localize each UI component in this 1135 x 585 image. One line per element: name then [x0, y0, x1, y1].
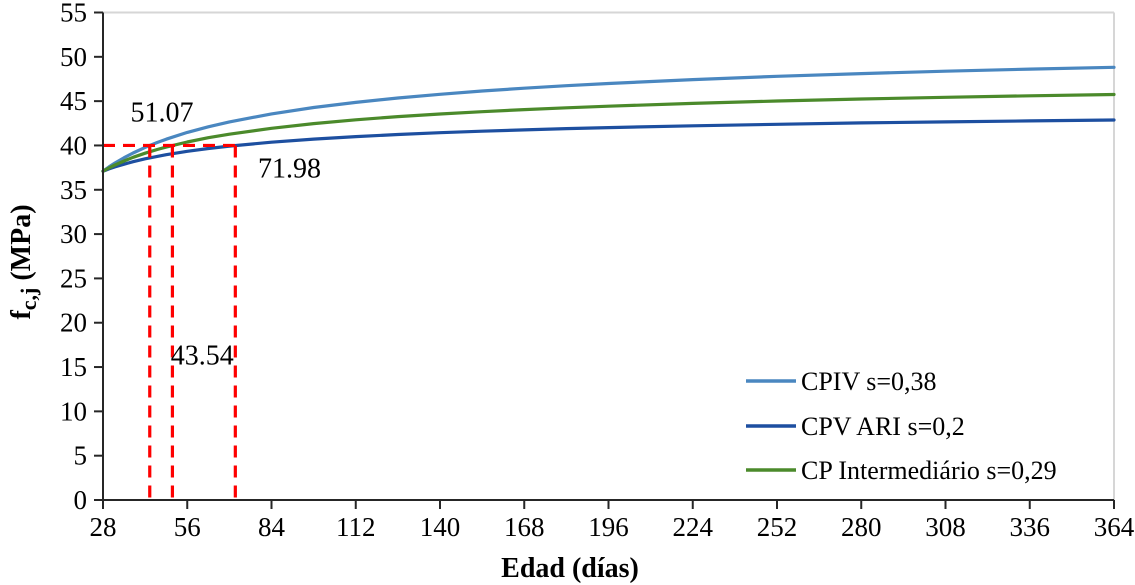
y-tick-label: 50	[60, 42, 87, 72]
series-line-1	[101, 118, 1116, 173]
axes-and-ticks	[94, 11, 1115, 509]
y-tick-label: 45	[60, 86, 87, 116]
guide-lines	[103, 143, 237, 500]
annotation-label-2: 43.54	[171, 341, 234, 372]
x-tick-label: 224	[673, 512, 714, 542]
x-tick-label: 84	[258, 512, 286, 542]
y-tick-label: 30	[60, 219, 87, 249]
x-axis-title: Edad (días)	[501, 553, 639, 584]
x-tick-label: 56	[174, 512, 201, 542]
annotation-label-0: 51.07	[130, 98, 193, 129]
y-axis-title: fc,j (MPa)	[6, 204, 41, 319]
y-tick-label: 25	[60, 263, 87, 293]
annotations: 51.07 71.98 43.54	[130, 98, 321, 372]
y-tick-label: 55	[60, 0, 87, 28]
x-tick-label: 196	[588, 512, 629, 542]
x-tick-label: 308	[925, 512, 966, 542]
x-tick-label: 112	[336, 512, 376, 542]
y-tick-label: 5	[74, 441, 88, 471]
x-tick-label: 336	[1010, 512, 1051, 542]
legend: CPIV s=0,38 CPV ARI s=0,2 CP Intermediário…	[746, 367, 1057, 485]
legend-label-0: CPIV s=0,38	[801, 367, 937, 396]
series-line-0	[101, 65, 1116, 173]
y-tick-label: 10	[60, 396, 87, 426]
x-tick-label: 168	[504, 512, 545, 542]
axis-labels: 0 5 10 15 20 25 30 35 40 45 50 55 28 56 84 112 140 168 196…	[6, 0, 1135, 584]
y-tick-label: 40	[60, 130, 87, 160]
series-lines	[101, 65, 1116, 173]
legend-label-2: CP Intermediário s=0,29	[801, 456, 1057, 485]
x-tick-label: 140	[420, 512, 461, 542]
x-tick-label: 364	[1094, 512, 1135, 542]
annotation-label-1: 71.98	[258, 154, 321, 185]
x-tick-label: 280	[841, 512, 882, 542]
series-line-2	[101, 92, 1116, 173]
legend-label-1: CPV ARI s=0,2	[801, 412, 965, 441]
y-tick-label: 20	[60, 308, 87, 338]
x-tick-label: 252	[757, 512, 798, 542]
x-tick-label: 28	[90, 512, 117, 542]
y-tick-label: 35	[60, 175, 87, 205]
y-tick-label: 0	[74, 485, 88, 515]
y-tick-label: 15	[60, 352, 87, 382]
